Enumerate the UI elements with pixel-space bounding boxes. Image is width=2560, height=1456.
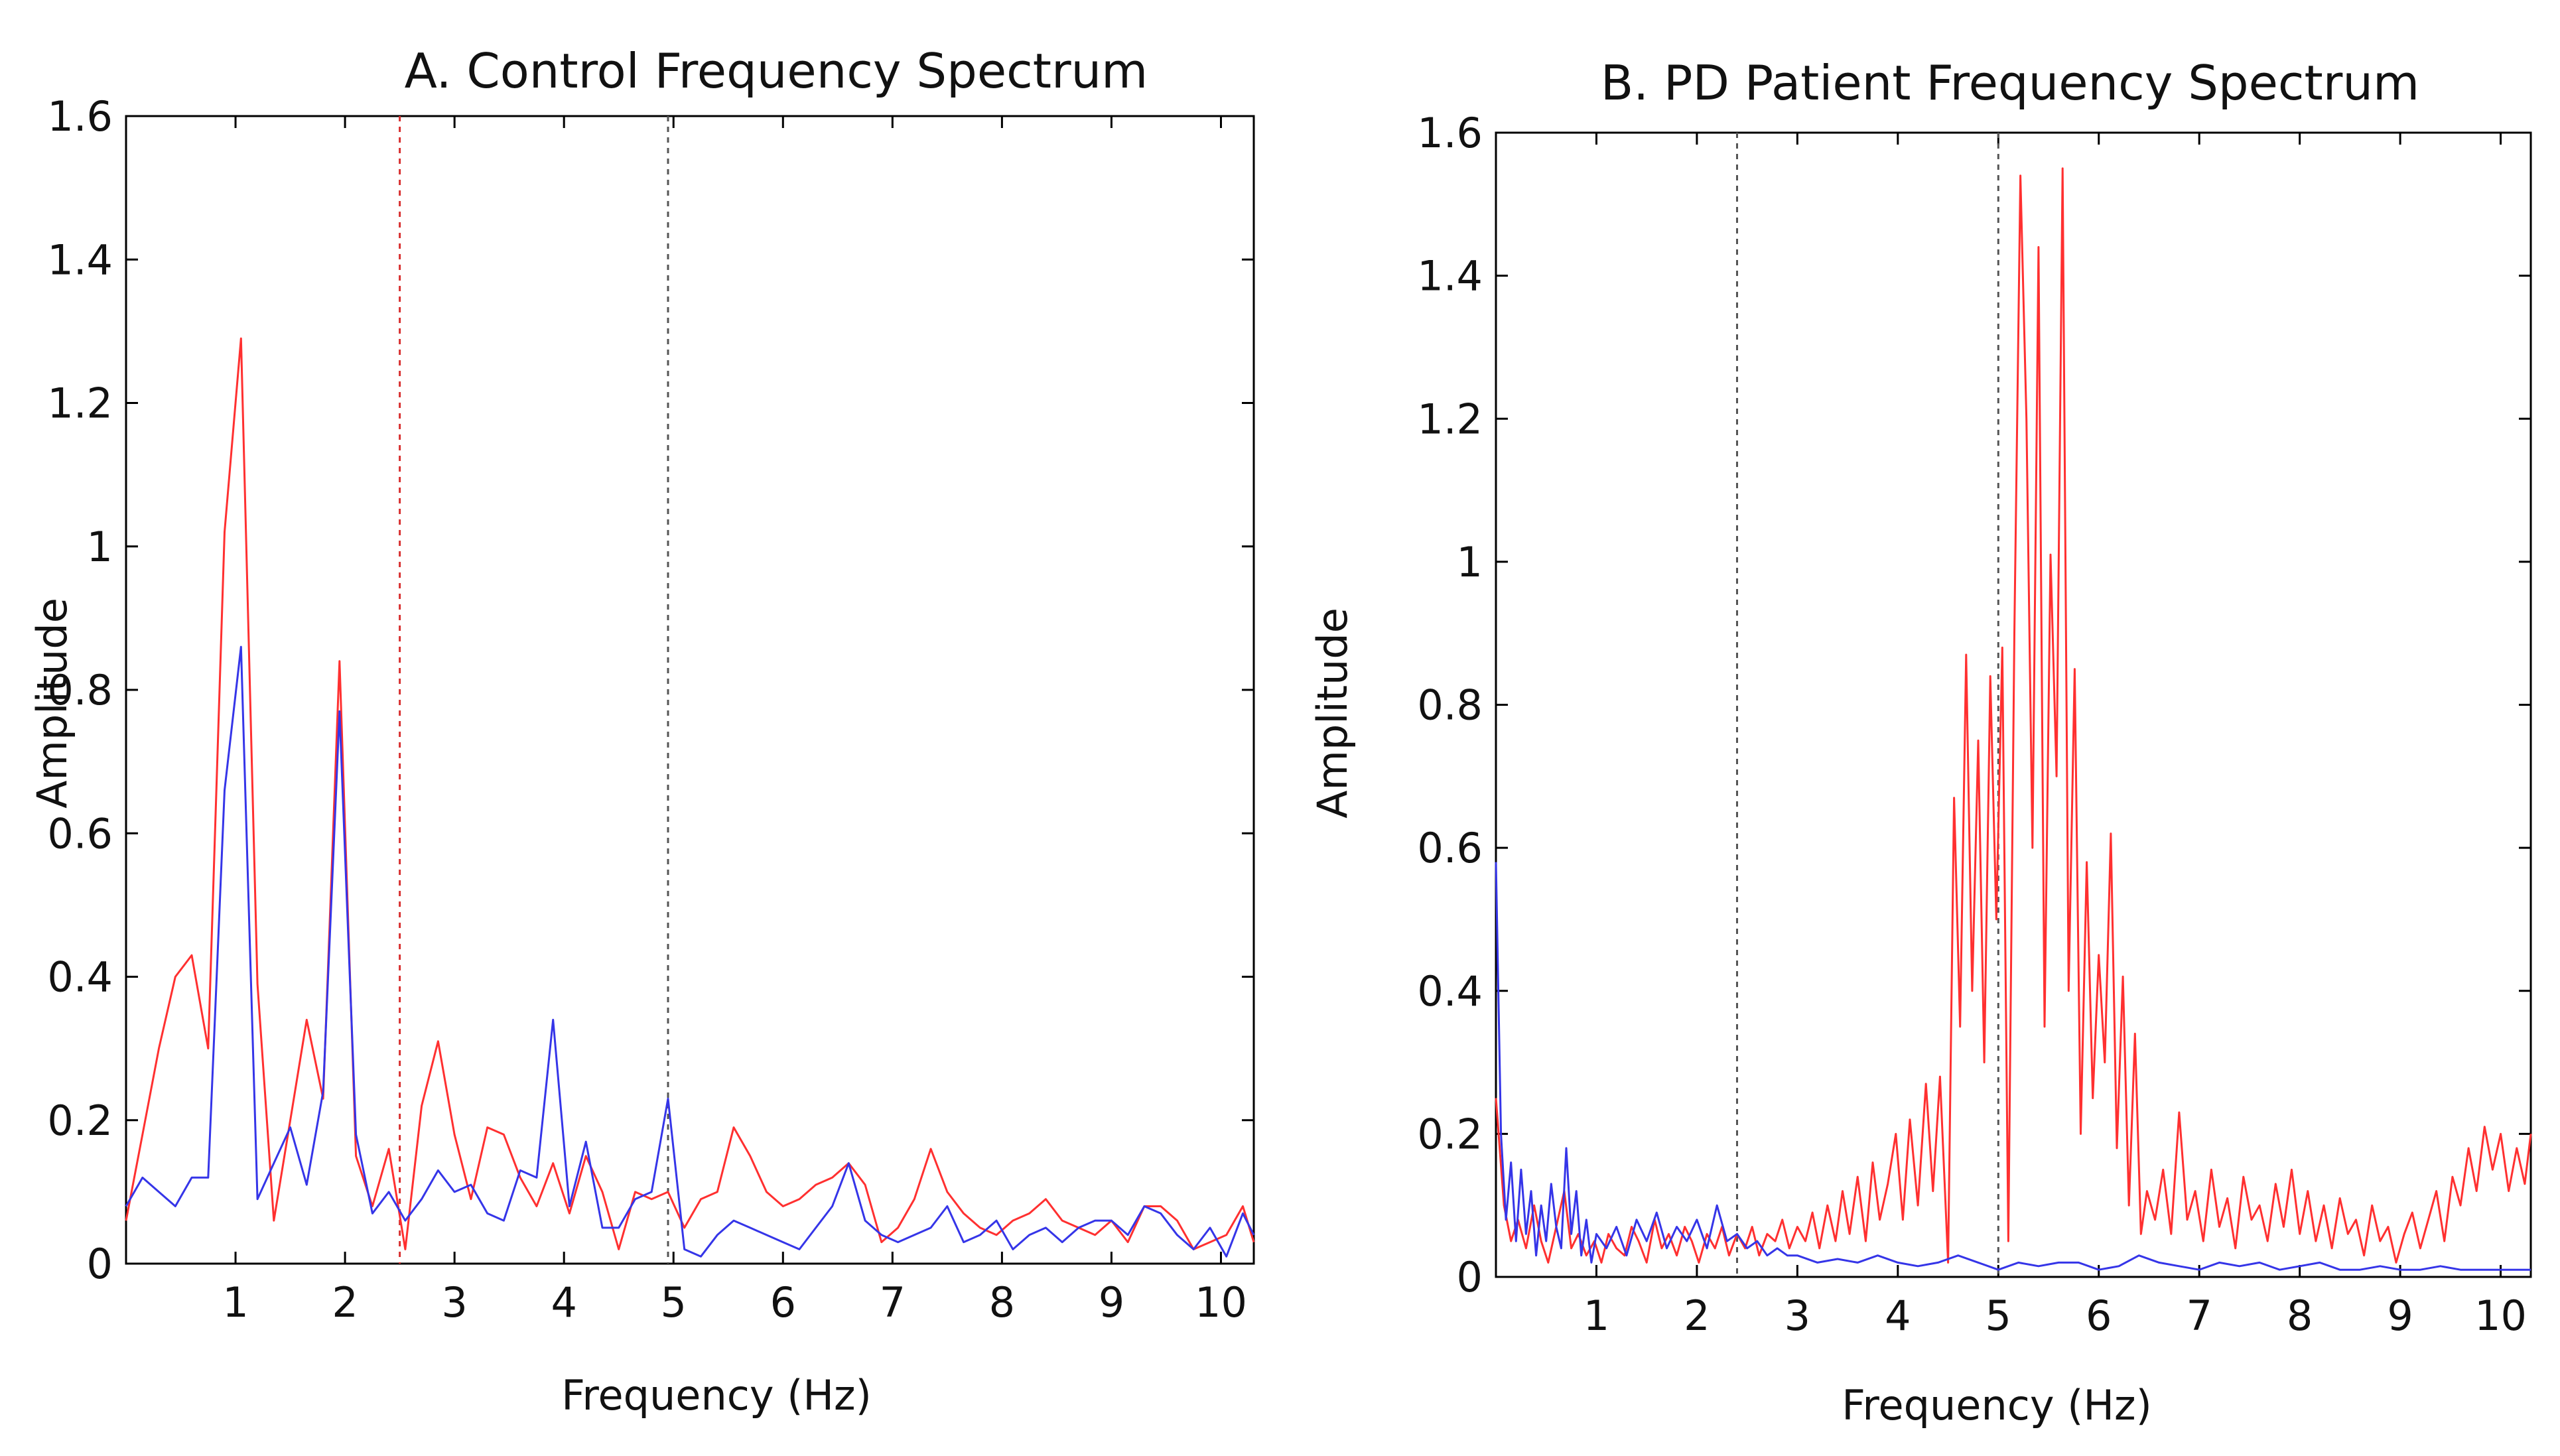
panel-a-title: A. Control Frequency Spectrum [405, 43, 1148, 99]
panel-a-xtick-label: 6 [770, 1278, 796, 1327]
panel-a-xtick-label: 7 [880, 1278, 906, 1327]
panel-b-series-red [1495, 167, 2532, 1264]
panel-a-series-blue [125, 645, 1255, 1258]
panel-a-series-red [125, 337, 1255, 1250]
panel-b-xtick-label: 5 [1986, 1291, 2011, 1340]
panel-a: A. Control Frequency Spectrum Frequency … [28, 43, 1255, 1420]
panel-a-ytick-label: 1.4 [47, 235, 113, 284]
panel-b-ylabel: Amplitude [1308, 608, 1357, 819]
panel-a-ytick-label: 1.2 [47, 379, 113, 428]
panel-b-xtick-label: 3 [1785, 1291, 1810, 1340]
panel-b-ytick-label: 0 [1457, 1253, 1483, 1301]
panel-b-ytick-label: 0.6 [1417, 824, 1483, 872]
panel-a-xtick-label: 2 [332, 1278, 358, 1327]
panel-a-ytick-label: 0 [87, 1240, 113, 1288]
panel-b-ytick-label: 0.2 [1417, 1110, 1483, 1158]
panel-a-xlabel: Frequency (Hz) [561, 1371, 872, 1420]
panel-a-xtick-label: 9 [1099, 1278, 1124, 1327]
panel-b-xtick-label: 4 [1885, 1291, 1911, 1340]
panel-b-ytick-label: 1.4 [1417, 252, 1483, 300]
panel-a-ytick-label: 0.2 [47, 1096, 113, 1145]
panel-b-xlabel: Frequency (Hz) [1842, 1381, 2152, 1429]
panel-a-ylabel: Amplitude [28, 598, 76, 809]
panel-b-xtick-label: 6 [2086, 1291, 2112, 1340]
panel-b-xtick-label: 2 [1684, 1291, 1710, 1340]
panel-b-title: B. PD Patient Frequency Spectrum [1601, 55, 2419, 111]
panel-a-ytick-label: 0.4 [47, 953, 113, 1002]
panel-b-xtick-label: 10 [2474, 1291, 2527, 1340]
panel-b-xtick-label: 8 [2287, 1291, 2313, 1340]
panel-b-ytick-label: 1 [1457, 538, 1483, 586]
panel-a-xtick-label: 1 [222, 1278, 248, 1327]
panel-b-xtick-label: 1 [1583, 1291, 1609, 1340]
panel-b-xtick-label: 7 [2186, 1291, 2212, 1340]
panel-a-xtick-label: 3 [441, 1278, 467, 1327]
panel-a-ytick-label: 1.6 [47, 92, 113, 141]
panel-b-ytick-label: 0.8 [1417, 681, 1483, 730]
panel-b: B. PD Patient Frequency Spectrum Frequen… [1308, 55, 2532, 1429]
panel-a-xtick-label: 5 [661, 1278, 687, 1327]
panel-b-series-blue [1495, 862, 2531, 1271]
panel-b-ytick-label: 1.6 [1417, 109, 1483, 157]
panel-b-ytick-label: 1.2 [1417, 395, 1483, 443]
panel-a-xtick-label: 10 [1195, 1278, 1247, 1327]
panel-a-xtick-label: 8 [989, 1278, 1015, 1327]
panel-a-ytick-label: 0.6 [47, 809, 113, 858]
panel-b-xtick-label: 9 [2387, 1291, 2413, 1340]
panel-a-ytick-label: 1 [87, 523, 113, 571]
panel-b-ytick-label: 0.4 [1417, 967, 1483, 1016]
panel-a-ytick-label: 0.8 [47, 666, 113, 714]
panel-a-xtick-label: 4 [551, 1278, 576, 1327]
